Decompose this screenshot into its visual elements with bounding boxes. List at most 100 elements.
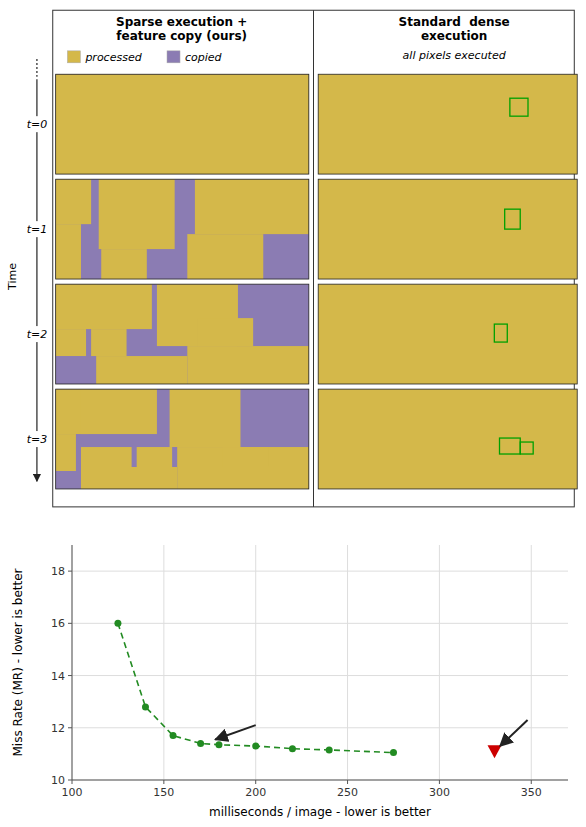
annotation-arrow <box>215 725 255 739</box>
point-marker <box>390 749 397 756</box>
detection-box <box>520 442 533 454</box>
y-tick-label: 12 <box>51 722 65 735</box>
x-tick-label: 150 <box>153 786 174 799</box>
label-bg <box>25 221 49 237</box>
processed-block <box>91 284 152 329</box>
processed-block <box>56 434 76 471</box>
x-tick <box>163 780 164 784</box>
grid-line-x <box>163 545 164 780</box>
x-tick-label: 250 <box>337 786 358 799</box>
point-marker <box>170 732 177 739</box>
processed-block <box>99 179 175 249</box>
dense-region <box>318 74 577 174</box>
processed-block <box>81 389 157 434</box>
y-axis-line <box>72 545 73 780</box>
x-tick <box>439 780 440 784</box>
copied-region <box>56 284 309 384</box>
grid-line-y <box>72 571 568 572</box>
dense-panel <box>318 74 577 174</box>
processed-block <box>56 284 97 329</box>
processed-block <box>170 389 241 447</box>
y-tick-label: 14 <box>51 670 65 683</box>
y-tick-label: 10 <box>51 774 65 787</box>
point-marker <box>114 620 121 627</box>
x-tick-label: 200 <box>245 786 266 799</box>
processed-block <box>96 356 187 384</box>
x-tick-label: 300 <box>429 786 450 799</box>
panel-frame <box>318 179 577 279</box>
time-step-label: t=1 <box>27 223 48 236</box>
grid-line-y <box>72 675 568 676</box>
panel-frame <box>318 389 577 489</box>
detection-box <box>510 98 528 116</box>
time-step-label: t=2 <box>27 328 48 341</box>
time-step-label: t=0 <box>27 118 48 131</box>
text-line: Standard dense <box>399 15 510 29</box>
dense-region <box>318 389 577 489</box>
x-tick <box>347 780 348 784</box>
dense-region <box>318 179 577 279</box>
column-title: Standard denseexecution <box>399 15 510 43</box>
grid-line-x <box>531 545 532 780</box>
label-bg <box>25 431 49 447</box>
processed-block <box>101 249 147 279</box>
processed-block <box>81 467 177 489</box>
time-label: Time <box>6 263 19 291</box>
y-tick <box>68 571 72 572</box>
y-tick <box>68 780 72 781</box>
time-step-label: t=3 <box>27 433 48 446</box>
panel-frame <box>56 74 309 174</box>
text-line: execution <box>421 29 487 43</box>
processed-block <box>81 447 132 467</box>
y-tick-label: 16 <box>51 617 65 630</box>
dense-panel <box>318 284 577 384</box>
grid-line-x <box>439 545 440 780</box>
grid-line-y <box>72 780 568 781</box>
sparse-panel <box>56 284 309 384</box>
label-bg <box>25 326 49 342</box>
diagram: Sparse execution +feature copy (ours) Sta… <box>6 10 577 507</box>
point-marker <box>197 740 204 747</box>
x-tick <box>531 780 532 784</box>
x-tick <box>255 780 256 784</box>
x-axis-line <box>72 780 568 781</box>
panel-frame <box>318 74 577 174</box>
processed-block <box>197 318 253 346</box>
legend-label: copied <box>185 51 223 64</box>
figure: Sparse execution +feature copy (ours) Sta… <box>0 0 586 827</box>
point-marker <box>326 746 333 753</box>
chart: 1001502002503003501012141618milliseconds… <box>11 545 568 819</box>
annotation-arrow <box>500 720 528 746</box>
detection-box <box>494 324 507 342</box>
column-title: Sparse execution +feature copy (ours) <box>116 15 247 43</box>
panel-frame <box>56 284 309 384</box>
processed-block <box>56 74 309 174</box>
processed-block <box>56 329 86 356</box>
point-marker <box>252 743 259 750</box>
text-line: Sparse execution + <box>116 15 247 29</box>
sparse-panel <box>56 179 309 279</box>
y-tick <box>68 623 72 624</box>
x-tick-label: 350 <box>521 786 542 799</box>
triangle-marker <box>488 745 502 758</box>
time-arrow <box>36 79 37 481</box>
processed-block <box>187 346 309 384</box>
sparse-panel <box>56 74 309 174</box>
grid-line-x <box>72 545 73 780</box>
point-marker <box>142 703 149 710</box>
legend-label: processed <box>84 51 142 64</box>
panel-frame <box>56 179 309 279</box>
grid-line-y <box>72 623 568 624</box>
label-bg <box>25 116 49 132</box>
point-marker <box>215 741 222 748</box>
detection-box <box>500 438 521 454</box>
processed-block <box>91 329 126 356</box>
y-tick <box>68 675 72 676</box>
processed-block <box>56 179 91 224</box>
y-tick-label: 18 <box>51 565 65 578</box>
grid-line-x <box>347 545 348 780</box>
dense-region <box>318 284 577 384</box>
copied-region <box>56 74 309 174</box>
column-subtitle: all pixels executed <box>403 49 507 62</box>
time-arrow-dashed <box>36 59 37 77</box>
